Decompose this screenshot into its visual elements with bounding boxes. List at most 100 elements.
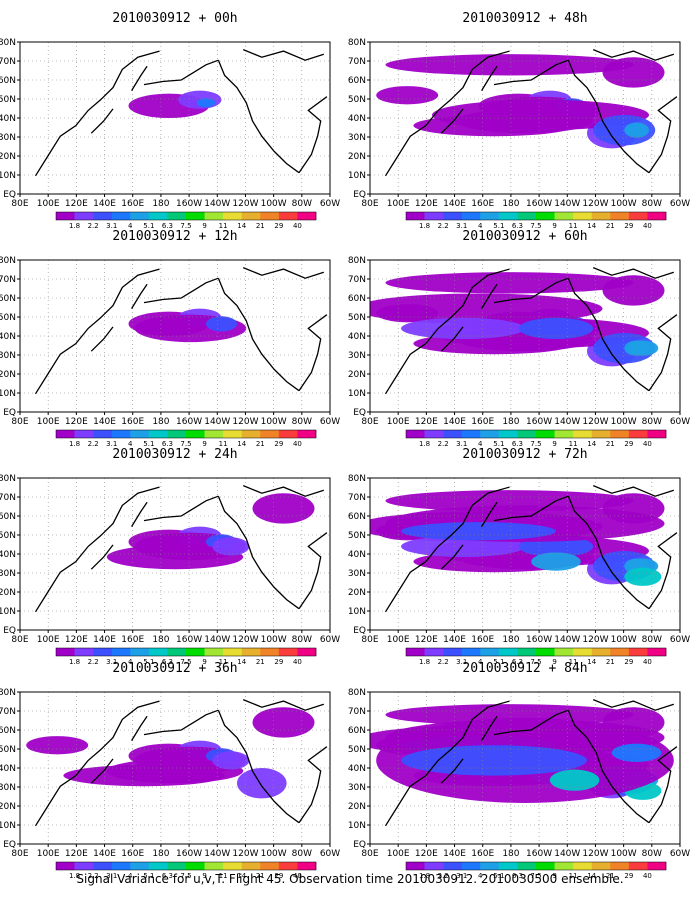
latitude-tick-label: 70N	[0, 707, 16, 717]
colorbar-label: 2.2	[88, 440, 99, 448]
latitude-tick-label: EQ	[353, 408, 366, 418]
map-panel: 2010030912 + 24h 80E 100E 120E 140E 160E 180 16…	[0, 447, 340, 666]
longitude-tick-label: 60W	[670, 849, 690, 859]
colorbar-swatch	[241, 430, 261, 438]
colorbar-label: 2.2	[438, 872, 449, 880]
colorbar-swatch	[480, 862, 500, 870]
colorbar-swatch	[647, 212, 667, 220]
latitude-tick-label: 70N	[348, 57, 366, 67]
colorbar-swatch	[591, 430, 611, 438]
colorbar-label: 7.5	[530, 440, 541, 448]
colorbar-label: 6.3	[512, 440, 523, 448]
latitude-tick-label: 80N	[348, 688, 366, 698]
colorbar-label: 11	[569, 440, 578, 448]
coastline	[143, 277, 219, 304]
longitude-tick-label: 120E	[65, 417, 88, 427]
longitude-tick-label: 160W	[526, 635, 552, 645]
colorbar-swatch	[204, 212, 224, 220]
colorbar-label: 14	[237, 658, 246, 666]
figure-caption: Signal Variance for u,v,T. Flight 45. Ob…	[76, 872, 624, 886]
colorbar-label: 7.5	[180, 222, 191, 230]
colorbar-label: 40	[293, 222, 302, 230]
colorbar-label: 40	[643, 658, 652, 666]
variance-area	[252, 493, 315, 524]
variance-area	[401, 522, 556, 541]
colorbar-swatch	[111, 648, 131, 656]
longitude-tick-label: 180	[502, 199, 519, 209]
colorbar-swatch	[74, 648, 94, 656]
longitude-tick-label: 160E	[471, 635, 494, 645]
colorbar-label: 1.8	[69, 222, 80, 230]
panel-title: 2010030912 + 00h	[112, 11, 237, 26]
colorbar-label: 4	[128, 872, 133, 880]
longitude-tick-label: 160W	[176, 849, 202, 859]
colorbar-swatch	[241, 862, 261, 870]
colorbar-label: 29	[624, 440, 633, 448]
latitude-tick-label: 10N	[348, 821, 366, 831]
colorbar-swatch	[186, 862, 205, 870]
latitude-tick-label: 30N	[348, 783, 366, 793]
latitude-tick-label: 60N	[0, 76, 16, 86]
colorbar-swatch	[610, 862, 630, 870]
colorbar-swatch	[130, 648, 150, 656]
latitude-tick-label: 20N	[348, 802, 366, 812]
longitude-tick-label: 140E	[93, 849, 116, 859]
longitude-tick-label: 120E	[415, 199, 438, 209]
longitude-tick-label: 100E	[37, 417, 60, 427]
colorbar-swatch	[554, 648, 574, 656]
longitude-tick-label: 80E	[11, 635, 28, 645]
colorbar-label: 21	[606, 222, 615, 230]
longitude-tick-label: 140W	[554, 417, 580, 427]
longitude-tick-label: 140E	[93, 417, 116, 427]
coastline	[481, 501, 498, 527]
colorbar-swatch	[297, 212, 317, 220]
colorbar-swatch	[130, 862, 150, 870]
latitude-tick-label: 10N	[0, 821, 16, 831]
colorbar-label: 7.5	[180, 440, 191, 448]
variance-area	[252, 707, 315, 738]
latitude-tick-label: 70N	[0, 57, 16, 67]
longitude-tick-label: 60W	[320, 849, 340, 859]
longitude-tick-label: 60W	[670, 635, 690, 645]
coastline	[217, 709, 300, 824]
colorbar-swatch	[628, 862, 648, 870]
coastline	[567, 59, 650, 174]
longitude-tick-label: 120W	[582, 849, 608, 859]
longitude-tick-label: 60W	[320, 635, 340, 645]
colorbar-label: 2.2	[88, 658, 99, 666]
coastline	[567, 277, 650, 392]
variance-area	[518, 317, 594, 340]
colorbar-swatch	[610, 212, 630, 220]
colorbar-swatch	[297, 862, 317, 870]
variance-area	[106, 544, 244, 570]
coastline	[34, 50, 160, 177]
colorbar-label: 21	[256, 440, 265, 448]
colorbar-swatch	[443, 212, 463, 220]
latitude-tick-label: 10N	[0, 171, 16, 181]
latitude-tick-label: 80N	[348, 256, 366, 266]
colorbar-swatch	[130, 430, 150, 438]
colorbar-label: 11	[569, 222, 578, 230]
colorbar-swatch	[536, 862, 555, 870]
colorbar-label: 5.1	[143, 222, 154, 230]
colorbar-swatch	[260, 212, 280, 220]
latitude-tick-label: EQ	[353, 626, 366, 636]
colorbar-label: 4	[478, 872, 483, 880]
latitude-tick-label: 80N	[0, 256, 16, 266]
coastline	[384, 700, 510, 827]
coastline	[592, 698, 674, 711]
variance-area	[385, 54, 634, 76]
longitude-tick-label: 180	[502, 417, 519, 427]
longitude-tick-label: 140W	[554, 635, 580, 645]
coastline	[242, 484, 324, 497]
colorbar-swatch	[260, 862, 280, 870]
latitude-tick-label: 50N	[0, 531, 16, 541]
colorbar-label: 6.3	[162, 440, 173, 448]
coastline	[648, 746, 678, 824]
colorbar-label: 5.1	[493, 872, 504, 880]
coastline	[648, 532, 678, 610]
colorbar-swatch	[186, 212, 205, 220]
coastline	[242, 698, 324, 711]
colorbar-label: 40	[293, 872, 302, 880]
coastline	[242, 266, 324, 279]
